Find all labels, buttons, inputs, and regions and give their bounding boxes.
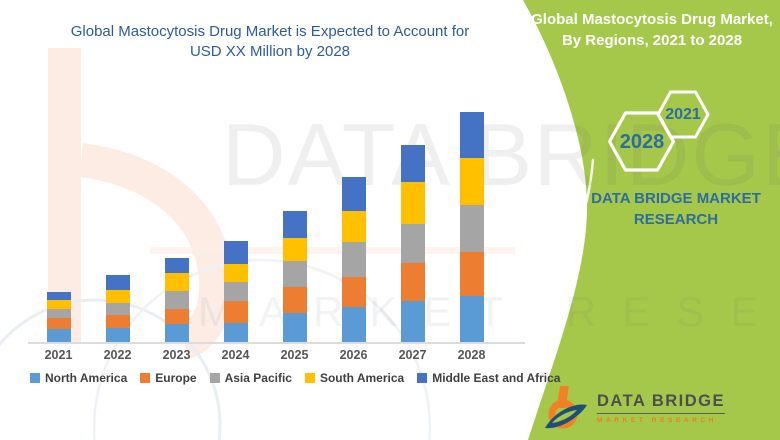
legend-item-asia-pacific: Asia Pacific	[209, 371, 292, 385]
dbmr-logo-text: DATA BRIDGE MARKET RESEARCH	[597, 392, 726, 424]
x-tick-label: 2026	[339, 348, 368, 362]
dbmr-logo-tagline: MARKET RESEARCH	[597, 417, 718, 424]
legend-swatch	[417, 373, 428, 383]
hexagon-label-2028: 2028	[619, 131, 665, 153]
legend-swatch	[140, 373, 151, 383]
legend-label: Asia Pacific	[224, 371, 292, 385]
dbmr-logo: DATA BRIDGE MARKET RESEARCH	[544, 385, 726, 431]
x-tick-label: 2028	[457, 348, 486, 362]
legend-swatch	[304, 373, 315, 383]
hexagon-label-2021: 2021	[665, 106, 701, 123]
chart-title-line1: Global Mastocytosis Drug Market is Expec…	[70, 23, 470, 40]
hexagon-2028	[607, 111, 676, 172]
x-tick-label: 2027	[398, 348, 427, 362]
legend-item-europe: Europe	[140, 371, 197, 385]
chart-title: Global Mastocytosis Drug Market is Expec…	[55, 22, 485, 62]
legend-swatch	[30, 373, 40, 383]
legend-label: Europe	[155, 371, 197, 385]
legend-label: Middle East and Africa	[432, 371, 561, 385]
x-axis-line	[28, 342, 525, 344]
dbmr-logo-icon	[545, 386, 587, 429]
hexagon-2021	[656, 90, 710, 139]
legend-label: South America	[319, 371, 405, 385]
x-tick-label: 2022	[103, 348, 132, 362]
legend-label: North America	[45, 371, 128, 385]
chart-title-line2: USD XX Million by 2028	[189, 43, 351, 60]
legend-item-middle-east-and-africa: Middle East and Africa	[417, 371, 560, 385]
band-title: Global Mastocytosis Drug Market, By Regi…	[524, 9, 780, 51]
x-tick-label: 2021	[44, 348, 73, 362]
x-tick-label: 2025	[280, 348, 309, 362]
legend-item-north-america: North America	[30, 371, 127, 385]
legend-item-south-america: South America	[304, 371, 405, 385]
brand-text: DATA BRIDGE MARKET RESEARCH	[591, 190, 761, 228]
legend: North America Europe Asia Pacific South Ame…	[30, 371, 560, 385]
dbmr-logo-name: DATA BRIDGE	[597, 392, 726, 414]
band-title-line2: By Regions, 2021 to 2028	[561, 32, 743, 49]
x-tick-label: 2023	[162, 348, 191, 362]
band-title-line1: Global Mastocytosis Drug Market,	[531, 11, 773, 28]
x-tick-label: 2024	[221, 348, 250, 362]
legend-swatch	[209, 373, 220, 383]
